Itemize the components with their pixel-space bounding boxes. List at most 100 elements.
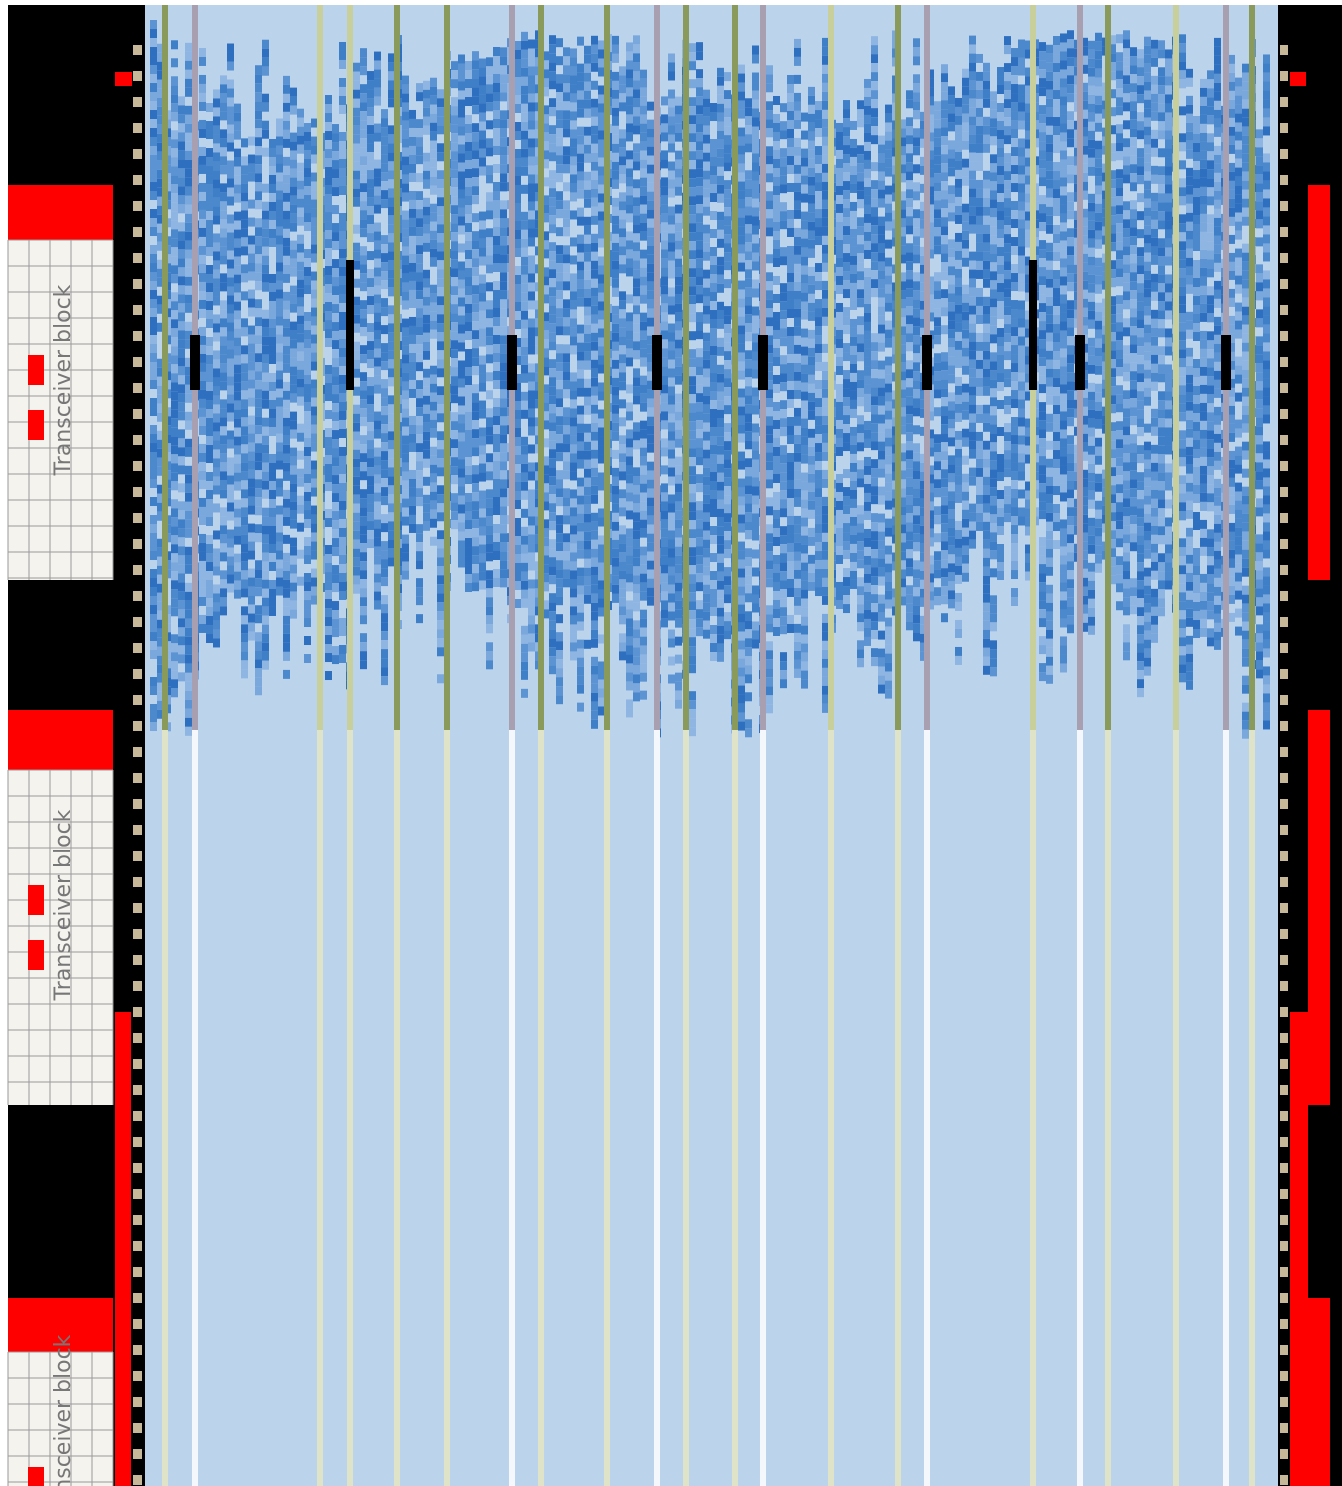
logic-cell xyxy=(213,377,220,386)
logic-cell xyxy=(710,400,717,409)
logic-cell xyxy=(724,279,731,288)
logic-cell xyxy=(185,412,192,421)
logic-cell xyxy=(647,282,654,291)
logic-cell xyxy=(598,328,605,337)
logic-cell xyxy=(339,276,346,285)
logic-cell xyxy=(325,185,332,194)
logic-cell xyxy=(332,403,339,412)
logic-cell xyxy=(472,582,479,591)
logic-cell xyxy=(241,579,248,588)
logic-cell xyxy=(437,107,444,116)
logic-cell xyxy=(549,62,556,71)
logic-cell xyxy=(633,314,640,323)
logic-cell xyxy=(661,402,668,411)
logic-cell xyxy=(584,244,591,253)
logic-cell xyxy=(661,285,668,294)
logic-cell xyxy=(570,138,577,147)
logic-cell xyxy=(234,329,241,338)
logic-cell xyxy=(283,472,290,481)
logic-cell xyxy=(598,454,605,463)
logic-cell xyxy=(717,572,724,581)
logic-cell xyxy=(178,501,185,510)
logic-cell xyxy=(185,223,192,232)
logic-cell xyxy=(640,439,647,448)
logic-cell xyxy=(696,411,703,420)
logic-cell xyxy=(185,664,192,673)
logic-cell xyxy=(486,201,493,210)
logic-cell xyxy=(150,479,157,488)
logic-cell xyxy=(479,104,486,113)
logic-cell xyxy=(262,553,269,562)
logic-cell xyxy=(472,267,479,276)
logic-cell xyxy=(563,47,570,56)
logic-cell xyxy=(451,286,458,295)
logic-cell xyxy=(213,143,220,152)
logic-cell xyxy=(171,526,178,535)
logic-cell xyxy=(668,206,675,215)
logic-cell xyxy=(262,517,269,526)
logic-cell xyxy=(255,272,262,281)
logic-cell xyxy=(696,384,703,393)
logic-cell xyxy=(290,223,297,232)
io-pad xyxy=(1280,1059,1288,1069)
logic-cell xyxy=(458,54,465,63)
logic-cell xyxy=(262,526,269,535)
logic-cell xyxy=(269,220,276,229)
logic-cell xyxy=(220,534,227,543)
logic-cell xyxy=(234,230,241,239)
logic-cell xyxy=(171,346,178,355)
logic-cell xyxy=(689,718,696,727)
logic-cell xyxy=(451,511,458,520)
logic-cell xyxy=(717,401,724,410)
logic-cell xyxy=(276,218,283,227)
logic-cell xyxy=(178,465,185,474)
logic-cell xyxy=(724,216,731,225)
logic-cell xyxy=(479,293,486,302)
logic-cell xyxy=(381,658,388,667)
logic-cell xyxy=(528,579,535,588)
logic-cell xyxy=(570,48,577,57)
logic-cell xyxy=(290,259,297,268)
logic-cell xyxy=(451,151,458,160)
logic-cell xyxy=(521,41,528,50)
logic-cell xyxy=(374,349,381,358)
logic-cell xyxy=(458,369,465,378)
logic-cell xyxy=(633,377,640,386)
logic-cell xyxy=(570,561,577,570)
logic-cell xyxy=(689,142,696,151)
logic-cell xyxy=(521,662,528,671)
logic-cell xyxy=(521,455,528,464)
logic-cell xyxy=(724,207,731,216)
logic-cell xyxy=(367,503,374,512)
logic-cell xyxy=(612,423,619,432)
logic-cell xyxy=(521,374,528,383)
logic-cell xyxy=(374,358,381,367)
logic-cell xyxy=(479,338,486,347)
logic-cell xyxy=(570,183,577,192)
logic-cell xyxy=(633,584,640,593)
logic-cell xyxy=(150,722,157,731)
logic-cell xyxy=(423,207,430,216)
logic-cell xyxy=(640,160,647,169)
red-strip xyxy=(115,1012,131,1486)
logic-cell xyxy=(717,635,724,644)
logic-cell xyxy=(416,362,423,371)
logic-cell xyxy=(402,85,409,94)
logic-cell xyxy=(738,317,745,326)
logic-cell xyxy=(626,492,633,501)
logic-cell xyxy=(612,360,619,369)
logic-cell xyxy=(577,703,584,712)
logic-cell xyxy=(703,414,710,423)
logic-cell xyxy=(500,434,507,443)
logic-cell xyxy=(325,455,332,464)
logic-cell xyxy=(367,476,374,485)
logic-cell xyxy=(486,615,493,624)
logic-cell xyxy=(381,154,388,163)
logic-cell xyxy=(437,458,444,467)
logic-cell xyxy=(458,504,465,513)
logic-cell xyxy=(619,75,626,84)
logic-cell xyxy=(647,435,654,444)
logic-cell xyxy=(584,73,591,82)
logic-cell xyxy=(213,476,220,485)
logic-cell xyxy=(577,406,584,415)
